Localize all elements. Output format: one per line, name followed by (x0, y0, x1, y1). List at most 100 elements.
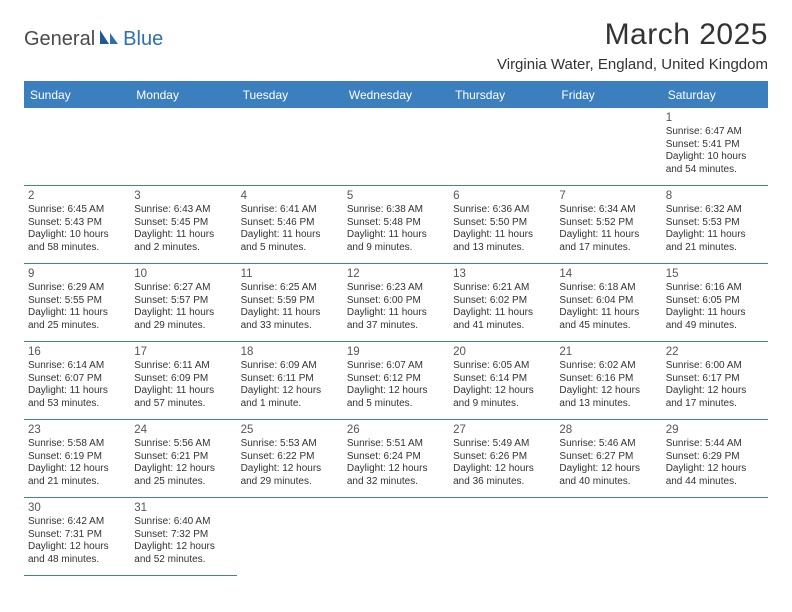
calendar-cell: 29Sunrise: 5:44 AMSunset: 6:29 PMDayligh… (662, 420, 768, 498)
sunset-line: Sunset: 6:11 PM (241, 373, 339, 386)
weekday-header: Monday (130, 83, 236, 108)
day-number: 26 (347, 423, 445, 437)
day-number: 4 (241, 189, 339, 203)
daylight-line: Daylight: 11 hours and 13 minutes. (453, 229, 551, 254)
day-number: 14 (559, 267, 657, 281)
day-number: 2 (28, 189, 126, 203)
sunset-line: Sunset: 5:43 PM (28, 217, 126, 230)
calendar-cell: 28Sunrise: 5:46 AMSunset: 6:27 PMDayligh… (555, 420, 661, 498)
daylight-line: Daylight: 11 hours and 21 minutes. (666, 229, 764, 254)
day-number: 29 (666, 423, 764, 437)
sunset-line: Sunset: 5:45 PM (134, 217, 232, 230)
sunset-line: Sunset: 5:52 PM (559, 217, 657, 230)
sunset-line: Sunset: 6:21 PM (134, 451, 232, 464)
sunset-line: Sunset: 6:22 PM (241, 451, 339, 464)
sunrise-line: Sunrise: 6:16 AM (666, 282, 764, 295)
weekday-header: Thursday (449, 83, 555, 108)
day-number: 28 (559, 423, 657, 437)
header: General Blue March 2025 Virginia Water, … (24, 18, 768, 73)
daylight-line: Daylight: 12 hours and 36 minutes. (453, 463, 551, 488)
page-title: March 2025 (497, 18, 768, 52)
daylight-line: Daylight: 11 hours and 17 minutes. (559, 229, 657, 254)
calendar-cell: 30Sunrise: 6:42 AMSunset: 7:31 PMDayligh… (24, 498, 130, 576)
calendar-cell (343, 498, 449, 576)
daylight-line: Daylight: 12 hours and 44 minutes. (666, 463, 764, 488)
daylight-line: Daylight: 12 hours and 40 minutes. (559, 463, 657, 488)
sunset-line: Sunset: 5:48 PM (347, 217, 445, 230)
sunset-line: Sunset: 5:55 PM (28, 295, 126, 308)
day-number: 19 (347, 345, 445, 359)
sunrise-line: Sunrise: 6:25 AM (241, 282, 339, 295)
sunrise-line: Sunrise: 6:32 AM (666, 204, 764, 217)
calendar-cell: 11Sunrise: 6:25 AMSunset: 5:59 PMDayligh… (237, 264, 343, 342)
day-number: 30 (28, 501, 126, 515)
calendar-cell (237, 108, 343, 186)
daylight-line: Daylight: 11 hours and 2 minutes. (134, 229, 232, 254)
logo-text-dark: General (24, 28, 95, 51)
sunrise-line: Sunrise: 6:47 AM (666, 126, 764, 139)
daylight-line: Daylight: 12 hours and 21 minutes. (28, 463, 126, 488)
day-number: 23 (28, 423, 126, 437)
weekday-header-row: Sunday Monday Tuesday Wednesday Thursday… (24, 83, 768, 108)
daylight-line: Daylight: 12 hours and 52 minutes. (134, 541, 232, 566)
calendar-row: 23Sunrise: 5:58 AMSunset: 6:19 PMDayligh… (24, 420, 768, 498)
calendar-cell: 15Sunrise: 6:16 AMSunset: 6:05 PMDayligh… (662, 264, 768, 342)
sunrise-line: Sunrise: 5:56 AM (134, 438, 232, 451)
sunset-line: Sunset: 6:07 PM (28, 373, 126, 386)
calendar-cell: 26Sunrise: 5:51 AMSunset: 6:24 PMDayligh… (343, 420, 449, 498)
day-number: 5 (347, 189, 445, 203)
daylight-line: Daylight: 11 hours and 33 minutes. (241, 307, 339, 332)
calendar-cell: 5Sunrise: 6:38 AMSunset: 5:48 PMDaylight… (343, 186, 449, 264)
calendar-cell: 2Sunrise: 6:45 AMSunset: 5:43 PMDaylight… (24, 186, 130, 264)
calendar-cell: 13Sunrise: 6:21 AMSunset: 6:02 PMDayligh… (449, 264, 555, 342)
sunset-line: Sunset: 6:29 PM (666, 451, 764, 464)
calendar-cell (662, 498, 768, 576)
calendar-row: 30Sunrise: 6:42 AMSunset: 7:31 PMDayligh… (24, 498, 768, 576)
sunrise-line: Sunrise: 5:46 AM (559, 438, 657, 451)
calendar-row: 1Sunrise: 6:47 AMSunset: 5:41 PMDaylight… (24, 108, 768, 186)
day-number: 27 (453, 423, 551, 437)
daylight-line: Daylight: 12 hours and 25 minutes. (134, 463, 232, 488)
calendar-cell: 24Sunrise: 5:56 AMSunset: 6:21 PMDayligh… (130, 420, 236, 498)
calendar-row: 9Sunrise: 6:29 AMSunset: 5:55 PMDaylight… (24, 264, 768, 342)
day-number: 25 (241, 423, 339, 437)
sunrise-line: Sunrise: 6:42 AM (28, 516, 126, 529)
sunrise-line: Sunrise: 6:36 AM (453, 204, 551, 217)
day-number: 7 (559, 189, 657, 203)
calendar-cell: 12Sunrise: 6:23 AMSunset: 6:00 PMDayligh… (343, 264, 449, 342)
calendar-cell: 8Sunrise: 6:32 AMSunset: 5:53 PMDaylight… (662, 186, 768, 264)
sunrise-line: Sunrise: 6:07 AM (347, 360, 445, 373)
location-text: Virginia Water, England, United Kingdom (497, 56, 768, 73)
logo: General Blue (24, 28, 163, 51)
day-number: 15 (666, 267, 764, 281)
calendar-cell (343, 108, 449, 186)
calendar-cell (555, 498, 661, 576)
weekday-header: Friday (555, 83, 661, 108)
calendar-cell (449, 498, 555, 576)
calendar-cell (130, 108, 236, 186)
daylight-line: Daylight: 12 hours and 9 minutes. (453, 385, 551, 410)
calendar-cell: 18Sunrise: 6:09 AMSunset: 6:11 PMDayligh… (237, 342, 343, 420)
calendar-cell: 22Sunrise: 6:00 AMSunset: 6:17 PMDayligh… (662, 342, 768, 420)
sunset-line: Sunset: 5:46 PM (241, 217, 339, 230)
calendar-cell: 27Sunrise: 5:49 AMSunset: 6:26 PMDayligh… (449, 420, 555, 498)
sunset-line: Sunset: 6:12 PM (347, 373, 445, 386)
day-number: 12 (347, 267, 445, 281)
sunrise-line: Sunrise: 6:40 AM (134, 516, 232, 529)
sunset-line: Sunset: 6:27 PM (559, 451, 657, 464)
day-number: 18 (241, 345, 339, 359)
sunset-line: Sunset: 6:24 PM (347, 451, 445, 464)
daylight-line: Daylight: 10 hours and 58 minutes. (28, 229, 126, 254)
calendar-cell: 31Sunrise: 6:40 AMSunset: 7:32 PMDayligh… (130, 498, 236, 576)
calendar-row: 2Sunrise: 6:45 AMSunset: 5:43 PMDaylight… (24, 186, 768, 264)
sunset-line: Sunset: 5:59 PM (241, 295, 339, 308)
sunset-line: Sunset: 6:26 PM (453, 451, 551, 464)
sunset-line: Sunset: 5:41 PM (666, 139, 764, 152)
sunrise-line: Sunrise: 6:23 AM (347, 282, 445, 295)
calendar-cell: 6Sunrise: 6:36 AMSunset: 5:50 PMDaylight… (449, 186, 555, 264)
sunrise-line: Sunrise: 5:44 AM (666, 438, 764, 451)
day-number: 17 (134, 345, 232, 359)
day-number: 13 (453, 267, 551, 281)
daylight-line: Daylight: 12 hours and 5 minutes. (347, 385, 445, 410)
daylight-line: Daylight: 11 hours and 41 minutes. (453, 307, 551, 332)
